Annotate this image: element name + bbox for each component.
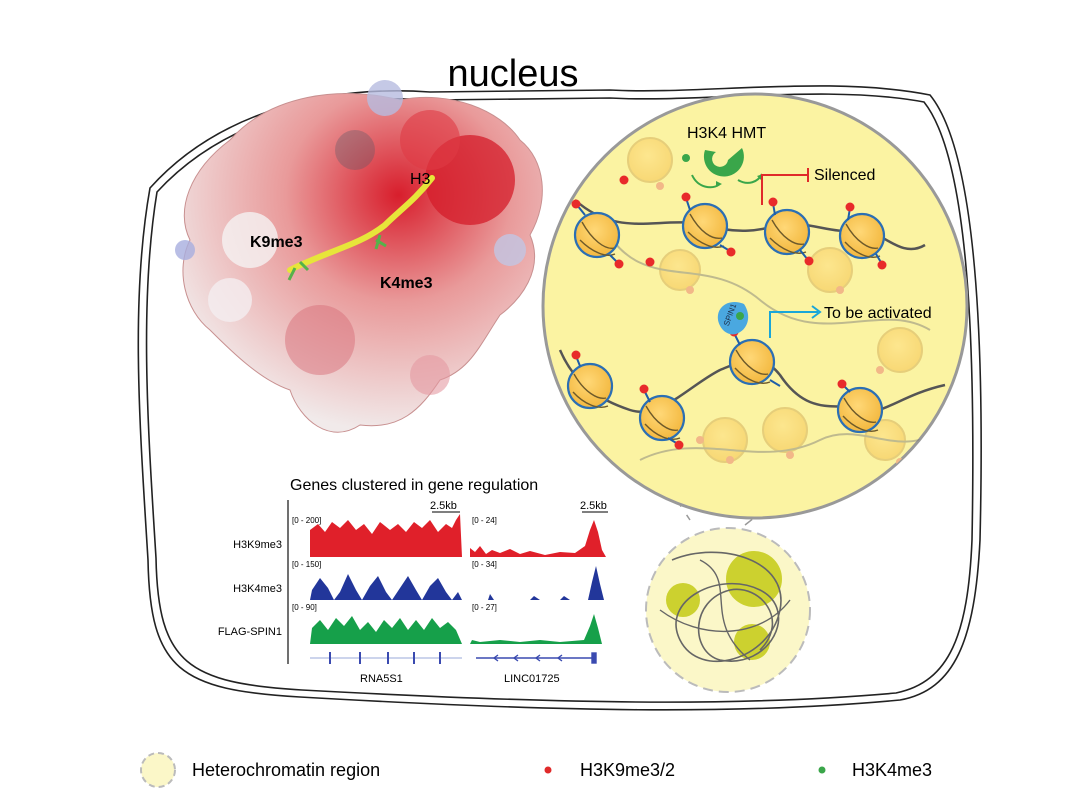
range-h3k4-left: [0 - 150] — [292, 560, 321, 569]
range-spin1-right: [0 - 27] — [472, 603, 497, 612]
nucleosome-wraps — [572, 213, 881, 440]
legend-label-h3k9me3: H3K9me3/2 — [580, 760, 675, 780]
protein-structure: H3 K9me3 K4me3 — [175, 80, 543, 433]
nucleus-outline — [137, 85, 982, 711]
legend: Heterochromatin region H3K9me3/2 H3K4me3 — [140, 752, 932, 788]
red-dot-icon — [544, 766, 552, 774]
activated-label: To be activated — [824, 305, 932, 322]
gene-model-left — [329, 652, 441, 664]
legend-label-h3k4me3: H3K4me3 — [852, 760, 932, 780]
silenced-label: Silenced — [814, 167, 875, 184]
nucleus-title: nucleus — [448, 53, 579, 95]
track-name-h3k4me3: H3K4me3 — [233, 583, 282, 595]
hmt-label: H3K4 HMT — [687, 125, 766, 142]
track-name-flag-spin1: FLAG-SPIN1 — [218, 626, 282, 638]
range-h3k4-right: [0 - 34] — [472, 560, 497, 569]
track-flag-spin1-right — [470, 614, 602, 644]
faded-nucleosomes — [599, 137, 941, 463]
genome-tracks-panel: Genes clustered in gene regulation 2.5kb… — [218, 477, 608, 685]
spin1-reader-icon: SPIN1 — [717, 302, 749, 335]
heterochromatin-circle — [645, 527, 811, 693]
k9me3-label: K9me3 — [250, 234, 303, 251]
k4me3-label: K4me3 — [380, 275, 433, 292]
range-spin1-left: [0 - 90] — [292, 603, 317, 612]
hmt-enzyme-icon — [682, 148, 763, 189]
scale-label-left: 2.5kb — [430, 500, 457, 512]
dashed-circle-icon — [140, 752, 176, 788]
track-h3k4me3-left — [310, 574, 462, 600]
green-dot-icon — [818, 766, 826, 774]
track-h3k4me3-right — [470, 566, 604, 600]
gene-model-right — [476, 652, 597, 664]
gene-label-right: LINC01725 — [504, 673, 560, 685]
scale-label-right: 2.5kb — [580, 500, 607, 512]
activation-arrow — [769, 305, 822, 338]
range-h3k9-right: [0 - 24] — [472, 516, 497, 525]
gene-label-left: RNA5S1 — [360, 673, 403, 685]
h3-label: H3 — [410, 171, 431, 188]
track-flag-spin1-left — [310, 616, 462, 644]
legend-label-heterochromatin: Heterochromatin region — [192, 760, 380, 780]
chromatin-zoom-circle: H3K4 HMT Silenced SPIN1 To be activated — [541, 92, 969, 520]
track-name-h3k9me3: H3K9me3 — [233, 539, 282, 551]
track-h3k9me3-left — [310, 514, 462, 557]
tracks-heading: Genes clustered in gene regulation — [290, 477, 538, 494]
range-h3k9-left: [0 - 200] — [292, 516, 321, 525]
silenced-arrow — [761, 168, 809, 205]
h3-peptide — [287, 175, 435, 273]
track-h3k9me3-right — [470, 520, 606, 557]
